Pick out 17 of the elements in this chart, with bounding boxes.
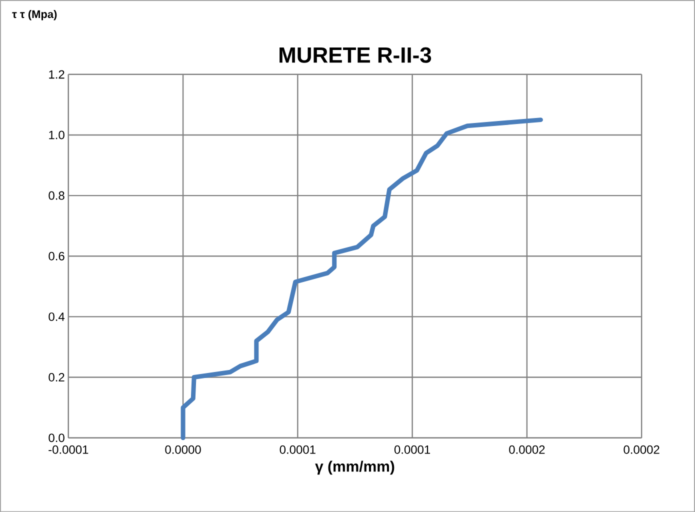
x-tick-label: 0.0000 [165, 445, 201, 454]
x-tick-label: 0.0001 [394, 445, 430, 454]
x-tick-label: 0.0002 [509, 445, 545, 454]
y-tick-label: 1.0 [49, 130, 64, 140]
y-tick-label: 1.2 [49, 70, 64, 78]
y-tick-label: 0.2 [48, 372, 64, 382]
x-tick-label: -0.0001 [48, 445, 88, 454]
line-series [180, 117, 543, 440]
y-tick-label: 0.4 [48, 312, 65, 321]
y-tick-label: 0.0 [48, 433, 64, 442]
chart-title: MURETE R-II-3 [280, 47, 432, 63]
y-tick-label: 0.8 [48, 191, 64, 200]
y-axis-title: τ τ (Mpa) [12, 10, 57, 20]
x-tick-label: 0.0002 [624, 445, 660, 454]
x-axis-title: γ (mm/mm) [315, 460, 394, 475]
y-tick-label: 0.6 [48, 252, 64, 260]
x-tick-label: 0.0001 [280, 445, 316, 454]
